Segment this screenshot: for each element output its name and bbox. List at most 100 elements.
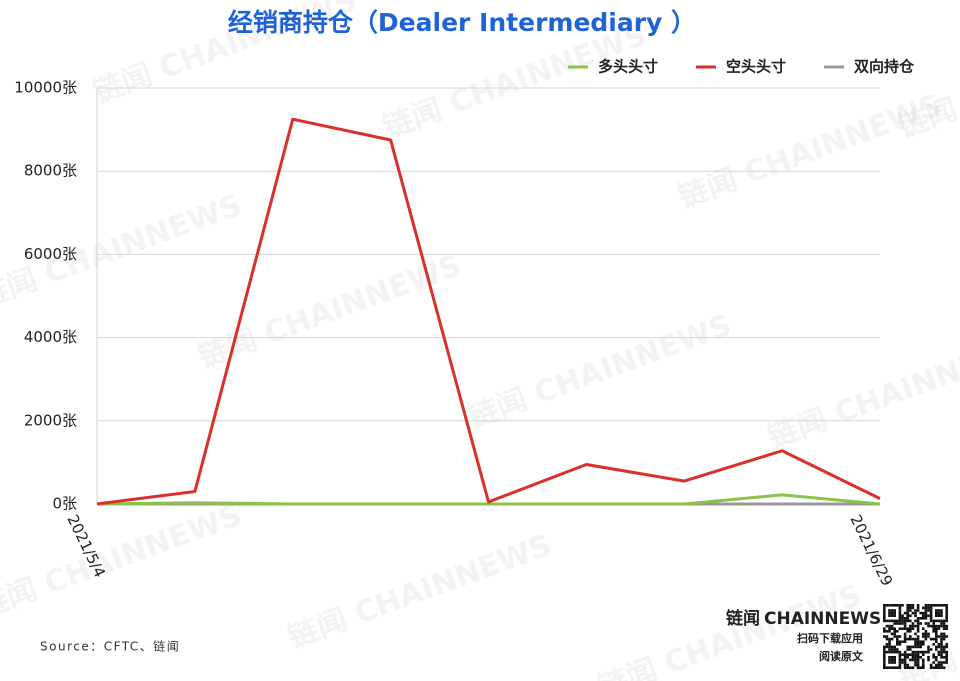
qr-cell [924,611,928,615]
qr-cell [888,637,891,641]
qr-cell [906,619,909,623]
qr-cell [929,609,933,612]
series-line [96,493,881,506]
qr-cell [883,609,886,612]
qr-cell [942,637,946,641]
qr-cell [893,627,896,630]
qr-cell [932,656,935,659]
qr-cell [945,658,948,662]
qr-cell [919,650,922,654]
qr-cell [914,619,917,623]
qr-cell [901,653,904,656]
qr-cell [935,645,938,649]
legend-label: 空头头寸 [726,58,786,76]
qr-cell [929,637,933,641]
qr-cell [909,637,912,641]
watermark: 链闻 CHAINNEWS [594,578,867,681]
qr-cell [932,661,935,664]
qr-cell [929,617,933,620]
qr-cell [914,645,917,649]
qr-cell [922,643,925,646]
qr-cell [885,666,889,669]
qr-cell [922,627,925,630]
qr-cell [916,622,920,625]
qr-cell [935,632,938,636]
qr-cell [937,609,941,612]
qr-cell [885,643,889,646]
qr-cell [909,630,912,633]
qr-cell [924,609,928,612]
qr-cell [896,622,899,625]
qr-cell [906,606,909,610]
qr-cell [888,658,891,662]
qr-cell [911,650,915,654]
qr-cell [922,611,925,615]
qr-cell [940,604,943,607]
qr-cell [927,650,930,654]
qr-cell [937,650,941,654]
qr-cell [916,650,920,654]
qr-cell [914,609,917,612]
qr-cell [890,637,894,641]
qr-cell [893,632,896,636]
qr-cell [919,666,922,669]
y-tick-label: 6000张 [24,245,77,263]
y-tick-label: 4000张 [24,328,77,346]
qr-cell [885,624,889,628]
qr-cell [888,630,891,633]
qr-cell [890,666,894,669]
qr-cell [896,619,899,623]
qr-cell [890,611,894,615]
qr-cell [929,619,933,623]
qr-cell [883,635,886,638]
qr-cell [903,622,907,625]
qr-cell [893,661,896,664]
qr-cell [942,645,946,649]
qr-cell [911,666,915,669]
qr-cell [922,617,925,620]
qr-cell [909,635,912,638]
qr-cell [906,648,909,651]
qr-cell [888,648,891,651]
qr-cell [937,614,941,617]
qr-cell [927,658,930,662]
qr-cell [893,648,896,651]
qr-cell [916,663,920,667]
qr-cell [929,666,933,669]
qr-cell [924,632,928,636]
qr-cell [935,604,938,607]
watermark: 链闻 CHAINNEWS [89,0,362,111]
qr-cell [935,648,938,651]
qr-cell [888,643,891,646]
qr-cell [911,622,915,625]
qr-cell [937,624,941,628]
qr-cell [885,604,889,607]
qr-cell [942,627,946,630]
qr-cell [898,627,902,630]
source: Source：CFTC、链闻 [40,639,180,654]
qr-cell [927,656,930,659]
qr-cell [890,624,894,628]
qr-cell [903,617,907,620]
qr-cell [940,611,943,615]
qr-cell [940,632,943,636]
qr-cell [945,619,948,623]
qr-cell [888,604,891,607]
y-tick-label: 8000张 [24,162,77,180]
qr-cell [922,661,925,664]
qr-cell [916,627,920,630]
qr-cell [937,661,941,664]
qr-cell [911,637,915,641]
qr-cell [909,666,912,669]
qr-cell [883,666,886,669]
qr-cell [896,604,899,607]
qr-cell [893,666,896,669]
qr-cell [911,656,915,659]
qr-cell [888,666,891,669]
qr-cell [916,619,920,623]
qr-cell [898,604,902,607]
qr-cell [898,658,902,662]
qr-cell [898,661,902,664]
qr-cell [885,637,889,641]
